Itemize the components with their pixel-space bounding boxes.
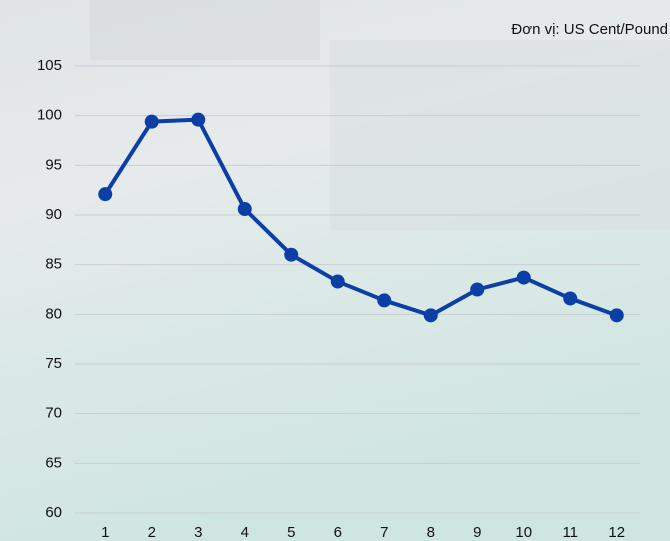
- unit-label: Đơn vị: US Cent/Pound: [511, 21, 668, 38]
- x-tick-label: 2: [148, 524, 156, 541]
- y-tick-label: 65: [45, 454, 62, 471]
- x-tick-label: 5: [287, 524, 295, 541]
- x-tick-label: 12: [608, 524, 625, 541]
- data-point: [191, 113, 205, 127]
- data-point: [424, 308, 438, 322]
- y-tick-label: 90: [45, 206, 62, 223]
- data-point: [470, 283, 484, 297]
- y-tick-label: 105: [37, 57, 62, 74]
- y-tick-label: 85: [45, 256, 62, 273]
- data-point: [377, 293, 391, 307]
- x-tick-label: 7: [380, 524, 388, 541]
- x-tick-label: 6: [334, 524, 342, 541]
- data-point: [98, 187, 112, 201]
- x-tick-label: 3: [194, 524, 202, 541]
- page: {"chart_data": {"type": "line", "subtitl…: [0, 0, 670, 541]
- y-tick-label: 70: [45, 405, 62, 422]
- x-tick-label: 9: [473, 524, 481, 541]
- data-point: [284, 248, 298, 262]
- y-tick-label: 100: [37, 107, 62, 124]
- x-tick-label: 11: [562, 524, 578, 541]
- x-tick-label: 1: [101, 524, 109, 541]
- data-point: [145, 115, 159, 129]
- y-tick-label: 95: [45, 156, 62, 173]
- background-shape: [90, 0, 320, 60]
- y-tick-label: 60: [45, 504, 62, 521]
- data-point: [238, 202, 252, 216]
- data-point: [563, 291, 577, 305]
- y-tick-label: 80: [45, 305, 62, 322]
- data-point: [610, 308, 624, 322]
- data-point: [517, 271, 531, 285]
- background-shape: [330, 40, 670, 230]
- x-tick-label: 8: [427, 524, 435, 541]
- chart: Đơn vị: US Cent/Pound 606570758085909510…: [0, 0, 670, 541]
- x-tick-label: 10: [515, 524, 532, 541]
- y-tick-label: 75: [45, 355, 62, 372]
- data-point: [331, 275, 345, 289]
- x-tick-label: 4: [241, 524, 249, 541]
